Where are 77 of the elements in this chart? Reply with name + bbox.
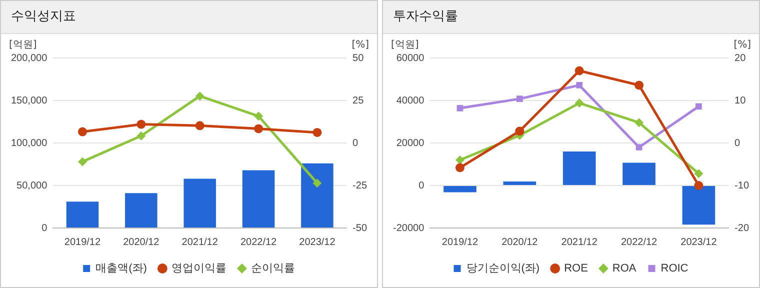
bar xyxy=(682,186,716,225)
bar xyxy=(242,170,275,228)
point xyxy=(574,66,584,76)
x-tick-label: 2021/12 xyxy=(182,236,218,248)
y-tick-label: 40000 xyxy=(396,95,425,106)
point xyxy=(456,104,464,112)
point xyxy=(78,157,87,166)
y-tick-label: 150,000 xyxy=(10,95,48,106)
legend-label: 당기순이익(좌) xyxy=(466,262,540,275)
point xyxy=(78,127,87,136)
y2-axis-title: [%] xyxy=(352,40,370,51)
point xyxy=(515,126,524,136)
y-tick-label: 50,000 xyxy=(16,180,48,192)
legend-label: 순이익률 xyxy=(250,262,295,275)
bar xyxy=(622,162,656,185)
point xyxy=(516,96,523,102)
bar xyxy=(503,181,536,185)
point xyxy=(455,156,464,164)
point xyxy=(195,121,204,130)
point xyxy=(636,144,642,150)
point xyxy=(634,80,644,90)
y2-axis-title: [%] xyxy=(734,40,752,51)
y2-tick-label: 25 xyxy=(352,95,364,106)
point xyxy=(312,128,322,137)
point xyxy=(254,112,264,121)
point xyxy=(634,118,644,128)
point xyxy=(576,82,583,88)
legend-label: ROA xyxy=(612,262,637,275)
y2-tick-label: 50 xyxy=(352,52,364,64)
y2-tick-label: 0 xyxy=(734,138,741,149)
legend-label: ROE xyxy=(564,262,588,275)
y-tick-label: 0 xyxy=(418,180,425,192)
x-tick-label: 2023/12 xyxy=(299,236,336,248)
point xyxy=(195,92,204,101)
x-tick-label: 2019/12 xyxy=(64,236,101,248)
point xyxy=(574,98,584,108)
legend-label: 영업이익률 xyxy=(171,262,226,275)
y-tick-label: 20000 xyxy=(396,138,425,149)
x-tick-label: 2019/12 xyxy=(442,236,478,248)
y2-tick-label: -20 xyxy=(734,222,750,234)
point xyxy=(455,163,464,172)
y-axis-title: [억원] xyxy=(9,40,37,51)
y2-tick-label: -25 xyxy=(352,180,368,192)
y2-tick-label: 20 xyxy=(734,52,746,64)
x-tick-label: 2021/12 xyxy=(561,236,598,248)
chart-title: 투자수익률 xyxy=(383,1,759,34)
x-tick-label: 2020/12 xyxy=(502,236,538,248)
point xyxy=(694,181,704,190)
point xyxy=(136,131,146,140)
y-tick-label: 100,000 xyxy=(10,138,48,149)
chart-title: 수익성지표 xyxy=(1,1,377,34)
x-tick-label: 2022/12 xyxy=(240,236,278,248)
y-tick-label: -20000 xyxy=(392,222,425,234)
legend-label: ROIC xyxy=(660,262,688,275)
point xyxy=(696,103,702,110)
point xyxy=(136,120,146,129)
bar xyxy=(125,193,158,228)
y2-tick-label: -10 xyxy=(734,180,750,192)
point xyxy=(254,124,264,134)
y2-tick-label: 10 xyxy=(734,95,746,106)
y-tick-label: 200,000 xyxy=(10,52,48,64)
bar xyxy=(444,186,476,192)
y-tick-label: 60000 xyxy=(396,52,425,64)
bar xyxy=(301,163,334,228)
x-tick-label: 2020/12 xyxy=(123,236,160,248)
bar xyxy=(184,178,216,228)
legend-label: 매출액(좌) xyxy=(96,262,147,275)
bar xyxy=(66,202,99,228)
bar xyxy=(562,152,596,185)
x-tick-label: 2022/12 xyxy=(620,236,658,248)
y2-tick-label: 0 xyxy=(352,138,359,149)
y-axis-title: [억원] xyxy=(391,40,419,51)
y-tick-label: 0 xyxy=(42,222,48,234)
y2-tick-label: -50 xyxy=(352,222,368,234)
x-tick-label: 2023/12 xyxy=(680,236,718,248)
point xyxy=(312,178,322,188)
point xyxy=(694,169,704,178)
